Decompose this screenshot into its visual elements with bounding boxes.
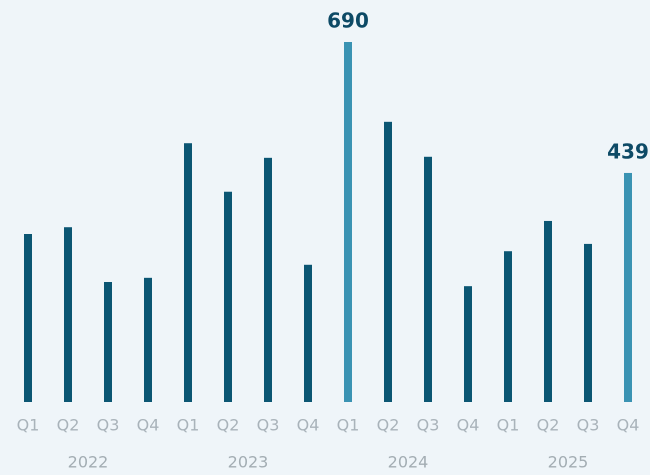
x-tick-label: Q4 bbox=[617, 416, 640, 435]
x-tick-label: Q3 bbox=[577, 416, 600, 435]
bar bbox=[184, 143, 192, 402]
bar bbox=[464, 286, 472, 402]
x-tick-label: Q2 bbox=[217, 416, 240, 435]
bar bbox=[584, 243, 592, 402]
year-label: 2022 bbox=[68, 453, 109, 472]
x-tick-label: Q1 bbox=[177, 416, 200, 435]
bar bbox=[64, 227, 72, 402]
x-tick-label: Q4 bbox=[457, 416, 480, 435]
x-tick-label: Q3 bbox=[97, 416, 120, 435]
bar bbox=[144, 277, 152, 402]
bar bbox=[624, 172, 632, 402]
bar bbox=[344, 42, 352, 402]
x-tick-label: Q2 bbox=[377, 416, 400, 435]
bar bbox=[384, 121, 392, 403]
bar bbox=[424, 156, 432, 402]
data-label: 439 bbox=[607, 139, 649, 163]
bar bbox=[504, 251, 512, 402]
bar bbox=[224, 191, 232, 402]
bar bbox=[24, 234, 32, 402]
year-label: 2024 bbox=[388, 453, 429, 472]
x-tick-label: Q1 bbox=[497, 416, 520, 435]
data-label: 690 bbox=[327, 9, 369, 33]
bar bbox=[544, 220, 552, 402]
x-tick-label: Q4 bbox=[297, 416, 320, 435]
bar bbox=[104, 282, 112, 402]
x-tick-label: Q1 bbox=[337, 416, 360, 435]
year-label: 2025 bbox=[548, 453, 589, 472]
x-tick-label: Q3 bbox=[417, 416, 440, 435]
x-tick-label: Q3 bbox=[257, 416, 280, 435]
x-tick-label: Q2 bbox=[537, 416, 560, 435]
bar bbox=[264, 157, 272, 402]
bar bbox=[304, 264, 312, 402]
x-tick-label: Q2 bbox=[57, 416, 80, 435]
x-tick-label: Q4 bbox=[137, 416, 160, 435]
x-tick-label: Q1 bbox=[17, 416, 40, 435]
year-label: 2023 bbox=[228, 453, 269, 472]
